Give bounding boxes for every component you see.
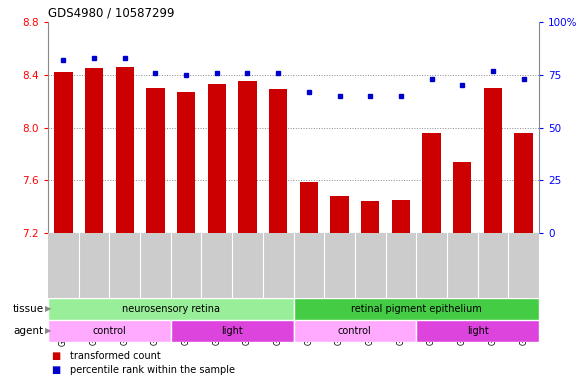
Text: neurosensory retina: neurosensory retina [122,304,220,314]
Bar [48,320,171,342]
Bar [361,201,379,233]
Bar [293,320,416,342]
Text: tissue: tissue [13,304,44,314]
Text: retinal pigment epithelium: retinal pigment epithelium [351,304,482,314]
Bar [85,68,103,233]
Bar [416,320,539,342]
Bar [392,200,410,233]
Text: agent: agent [14,326,44,336]
Bar [238,81,257,233]
Bar [54,72,73,233]
Bar [484,88,502,233]
Bar [331,196,349,233]
Bar [453,162,472,233]
Bar [146,88,164,233]
Text: transformed count: transformed count [70,351,161,361]
Text: GDS4980 / 10587299: GDS4980 / 10587299 [48,7,174,20]
Bar [207,84,226,233]
Bar [116,67,134,233]
Text: control: control [338,326,372,336]
Bar [300,182,318,233]
Text: ▶: ▶ [45,326,52,336]
Text: ■: ■ [51,365,60,375]
Bar [422,133,441,233]
Text: light: light [467,326,489,336]
Bar [514,133,533,233]
Bar [171,320,293,342]
Text: ▶: ▶ [45,305,52,313]
Text: percentile rank within the sample: percentile rank within the sample [70,365,235,375]
Text: light: light [221,326,243,336]
Bar [177,92,195,233]
Bar [293,298,539,320]
Text: ■: ■ [51,351,60,361]
Text: control: control [92,326,126,336]
Bar [269,89,288,233]
Bar [48,298,293,320]
